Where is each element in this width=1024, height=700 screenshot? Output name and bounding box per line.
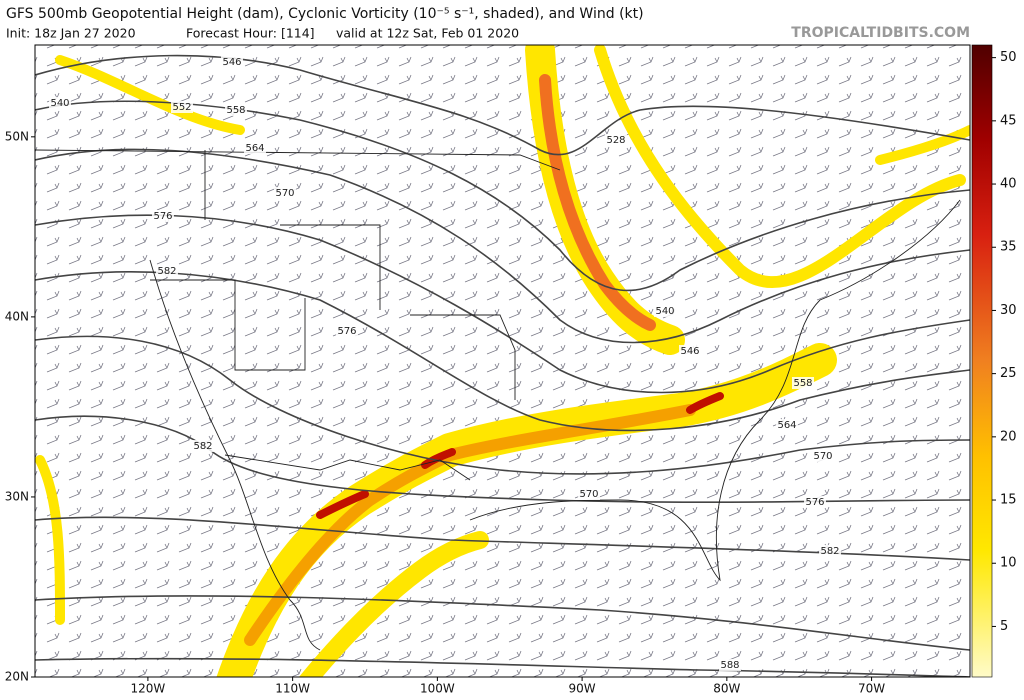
geopotential-contours	[35, 54, 970, 677]
contour-label-bg	[171, 101, 193, 113]
colorbar-label: 20	[1000, 429, 1017, 444]
valid-time: valid at 12z Sat, Feb 01 2020	[336, 26, 519, 41]
contour-label: 528	[606, 135, 625, 146]
lat-label: 20N	[5, 670, 29, 684]
contour-label-bg	[244, 142, 266, 154]
colorbar-label: 15	[1000, 493, 1017, 508]
colorbar-label: 10	[1000, 556, 1017, 571]
lat-label: 40N	[5, 309, 29, 323]
colorbar-label: 25	[1000, 366, 1017, 381]
vorticity-shading	[35, 45, 970, 677]
contour-label: 564	[777, 420, 796, 431]
colorbar-label: 30	[1000, 303, 1017, 318]
contour-label: 570	[813, 451, 832, 462]
contour-label-bg	[221, 56, 243, 68]
colorbar-label: 50	[1000, 50, 1017, 65]
contour-label-bg	[679, 345, 701, 357]
credit: TROPICALTIDBITS.COM	[791, 25, 970, 41]
contour-label: 576	[337, 326, 356, 337]
contour-label-bg	[804, 496, 826, 508]
lon-label: 90W	[569, 682, 596, 696]
axes: 50N 40N 30N 20N 120W 110W 100W 90W 80W 70W 5 10 15 20…	[5, 50, 1017, 695]
colorbar-label: 35	[1000, 240, 1017, 255]
contour-label: 552	[172, 102, 191, 113]
contour-label-bg	[776, 419, 798, 431]
map-area: 546 540 552 558 564 570 576 582 528 540 546 576 582 5…	[35, 45, 970, 677]
contour-label-bg	[812, 450, 834, 462]
contour-label: 558	[793, 378, 812, 389]
lon-label: 80W	[713, 682, 740, 696]
contour-label-bg	[336, 325, 358, 337]
map-frame	[34, 44, 971, 678]
contour-label: 546	[680, 346, 699, 357]
forecast-hour: Forecast Hour: [114]	[186, 26, 315, 41]
colorbar-label: 40	[1000, 177, 1017, 192]
contour-label: 576	[805, 497, 824, 508]
contour-label-bg	[192, 440, 214, 452]
lon-label: 110W	[275, 682, 310, 696]
colorbar	[971, 44, 993, 678]
contour-label-bg	[156, 265, 178, 277]
contour-label: 582	[157, 266, 176, 277]
contour-label-bg	[654, 305, 676, 317]
lat-label: 30N	[5, 489, 29, 503]
contour-label-bg	[719, 659, 741, 671]
lon-label: 100W	[420, 682, 455, 696]
contour-label-bg	[274, 187, 296, 199]
init-time: Init: 18z Jan 27 2020	[6, 26, 136, 41]
lon-label: 120W	[131, 682, 166, 696]
contour-label: 570	[579, 489, 598, 500]
contour-label-bg	[49, 97, 71, 109]
borders	[35, 149, 961, 651]
contour-label: 576	[153, 211, 172, 222]
contour-label-bg	[578, 488, 600, 500]
contour-label-bg	[792, 377, 814, 389]
contour-label: 588	[720, 660, 739, 671]
contour-label-bg	[225, 104, 247, 116]
colorbar-label: 5	[1000, 619, 1008, 634]
contour-label: 540	[50, 98, 69, 109]
contour-label: 582	[193, 441, 212, 452]
lon-label: 70W	[858, 682, 885, 696]
contour-label-bg	[819, 545, 841, 557]
contour-label: 558	[226, 105, 245, 116]
contour-label: 546	[222, 57, 241, 68]
contour-label-bg	[152, 210, 174, 222]
lat-label: 50N	[5, 129, 29, 143]
contour-label: 570	[275, 188, 294, 199]
contour-label: 564	[245, 143, 264, 154]
title: GFS 500mb Geopotential Height (dam), Cyc…	[6, 6, 644, 22]
contour-label: 582	[820, 546, 839, 557]
contour-label: 540	[655, 306, 674, 317]
contour-labels: 546 540 552 558 564 570 576 582 528 540 546 576 582 5…	[49, 56, 841, 671]
colorbar-label: 45	[1000, 113, 1017, 128]
contour-label-bg	[605, 134, 627, 146]
